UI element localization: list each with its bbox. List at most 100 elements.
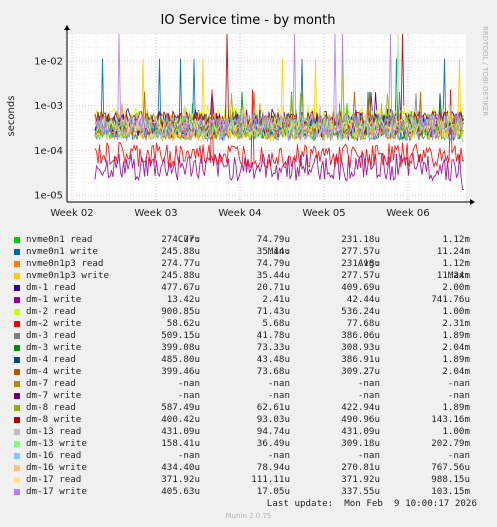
- legend-value-cur: 477.67u: [161, 282, 200, 293]
- legend-row: dm-3 read 509.15u 41.78u 386.06u 1.89m: [0, 330, 497, 342]
- legend-series-name: dm-8 read: [26, 402, 76, 413]
- legend-value-cur: 399.08u: [161, 342, 200, 353]
- legend-row: dm-1 read 477.67u 20.71u 409.69u 2.00m: [0, 282, 497, 294]
- legend-value-min: -nan: [267, 390, 290, 401]
- legend-value-avg: 42.44u: [346, 294, 380, 305]
- legend-value-avg: 309.27u: [341, 366, 380, 377]
- legend-swatch: [14, 381, 20, 387]
- legend-row: dm-16 write 434.40u 78.94u 270.81u 767.56u: [0, 462, 497, 474]
- legend-value-min: 41.78u: [256, 330, 290, 341]
- legend-value-max: -nan: [447, 390, 470, 401]
- legend-series-name: dm-2 write: [26, 318, 82, 329]
- legend-value-max: 2.04m: [442, 366, 470, 377]
- legend-value-cur: -nan: [177, 390, 200, 401]
- legend-value-max: 103.15m: [431, 486, 470, 497]
- legend-row: dm-4 read 485.80u 43.48u 386.91u 1.89m: [0, 354, 497, 366]
- legend-series-name: dm-2 read: [26, 306, 76, 317]
- legend-swatch: [14, 345, 20, 351]
- legend-value-max: 1.12m: [442, 258, 470, 269]
- legend-value-max: 1.00m: [442, 306, 470, 317]
- y-axis-arrow: [64, 25, 70, 30]
- legend-value-max: 11.24m: [436, 246, 470, 257]
- legend-value-max: 202.79m: [431, 438, 470, 449]
- legend-header: Cur: Min: Avg: Max:: [0, 222, 497, 281]
- legend-swatch: [14, 249, 20, 255]
- legend-value-max: 2.31m: [442, 318, 470, 329]
- legend-value-min: -nan: [267, 450, 290, 461]
- x-axis-arrow: [470, 199, 475, 205]
- x-tick-label: Week 04: [218, 208, 261, 219]
- y-tick-label: 1e-05: [34, 191, 63, 202]
- legend-series-name: dm-16 read: [26, 450, 82, 461]
- legend-series-name: dm-3 read: [26, 330, 76, 341]
- series-line-dm-1-write: [94, 151, 464, 190]
- series-lines: [94, 33, 464, 190]
- legend-value-cur: 371.92u: [161, 474, 200, 485]
- legend-row: dm-7 read -nan -nan -nan -nan: [0, 378, 497, 390]
- legend-row: dm-13 write 158.41u 36.49u 309.18u 202.79m: [0, 438, 497, 450]
- legend-series-name: nvme0n1 read: [26, 234, 93, 245]
- legend-series-name: dm-8 write: [26, 414, 82, 425]
- legend-value-max: 1.89m: [442, 330, 470, 341]
- legend-value-cur: 245.88u: [161, 246, 200, 257]
- legend-swatch: [14, 429, 20, 435]
- legend-value-cur: 274.77u: [161, 234, 200, 245]
- legend-row: dm-13 read 431.09u 94.74u 431.09u 1.00m: [0, 426, 497, 438]
- legend-swatch: [14, 237, 20, 243]
- legend-swatch: [14, 465, 20, 471]
- legend-series-name: dm-4 read: [26, 354, 76, 365]
- legend-value-max: -nan: [447, 378, 470, 389]
- legend-value-avg: 490.96u: [341, 414, 380, 425]
- legend-series-name: nvme0n1p3 write: [26, 270, 109, 281]
- legend-value-min: 5.68u: [262, 318, 290, 329]
- legend-row: dm-7 write -nan -nan -nan -nan: [0, 390, 497, 402]
- legend-value-cur: 405.63u: [161, 486, 200, 497]
- y-tick-label: 1e-04: [34, 146, 63, 157]
- legend-value-avg: 409.69u: [341, 282, 380, 293]
- col-max: Max:: [447, 270, 470, 281]
- legend-value-max: 1.89m: [442, 402, 470, 413]
- x-tick-label: Week 06: [386, 208, 429, 219]
- legend-value-avg: 309.18u: [341, 438, 380, 449]
- legend-value-avg: 231.18u: [341, 234, 380, 245]
- legend-value-min: 35.44u: [256, 270, 290, 281]
- legend-value-min: 74.79u: [256, 258, 290, 269]
- legend-row: dm-8 write 400.42u 93.03u 490.96u 143.16m: [0, 414, 497, 426]
- legend-value-avg: -nan: [357, 450, 380, 461]
- legend-series-name: dm-16 write: [26, 462, 87, 473]
- legend-value-max: 741.76u: [431, 294, 470, 305]
- legend-row: dm-1 write 13.42u 2.41u 42.44u 741.76u: [0, 294, 497, 306]
- legend-value-min: 111.11u: [251, 474, 290, 485]
- legend-row: nvme0n1 read 274.77u 74.79u 231.18u 1.12m: [0, 234, 497, 246]
- legend-value-cur: 434.40u: [161, 462, 200, 473]
- legend-value-max: 1.00m: [442, 426, 470, 437]
- legend-value-cur: 245.88u: [161, 270, 200, 281]
- legend-row: dm-3 write 399.08u 73.33u 308.93u 2.04m: [0, 342, 497, 354]
- legend-swatch: [14, 393, 20, 399]
- legend-value-min: 78.94u: [256, 462, 290, 473]
- legend-series-name: dm-4 write: [26, 366, 82, 377]
- legend-value-avg: 77.68u: [346, 318, 380, 329]
- legend-swatch: [14, 285, 20, 291]
- legend-swatch: [14, 369, 20, 375]
- legend-value-cur: 900.85u: [161, 306, 200, 317]
- x-tick-labels: Week 02 Week 03 Week 04 Week 05 Week 06: [50, 208, 429, 219]
- chart-title: IO Service time - by month: [161, 13, 336, 28]
- legend-swatch: [14, 357, 20, 363]
- legend-value-max: 1.12m: [442, 234, 470, 245]
- legend-value-cur: 13.42u: [166, 294, 200, 305]
- legend-row: nvme0n1p3 write 245.88u 35.44u 277.57u 11.24…: [0, 270, 497, 282]
- legend-row: nvme0n1 write 245.88u 35.44u 277.57u 11.24m: [0, 246, 497, 258]
- legend-value-max: 988.15u: [431, 474, 470, 485]
- col-min: Min:: [267, 246, 290, 257]
- legend-series-name: dm-17 write: [26, 486, 87, 497]
- legend-value-min: 17.05u: [256, 486, 290, 497]
- legend-value-min: 43.48u: [256, 354, 290, 365]
- legend-series-name: dm-13 write: [26, 438, 87, 449]
- y-tick-label: 1e-03: [34, 101, 63, 112]
- legend-value-cur: -nan: [177, 378, 200, 389]
- legend-value-min: 62.61u: [256, 402, 290, 413]
- legend-row: dm-17 read 371.92u 111.11u 371.92u 988.15u: [0, 474, 497, 486]
- legend-value-avg: -nan: [357, 390, 380, 401]
